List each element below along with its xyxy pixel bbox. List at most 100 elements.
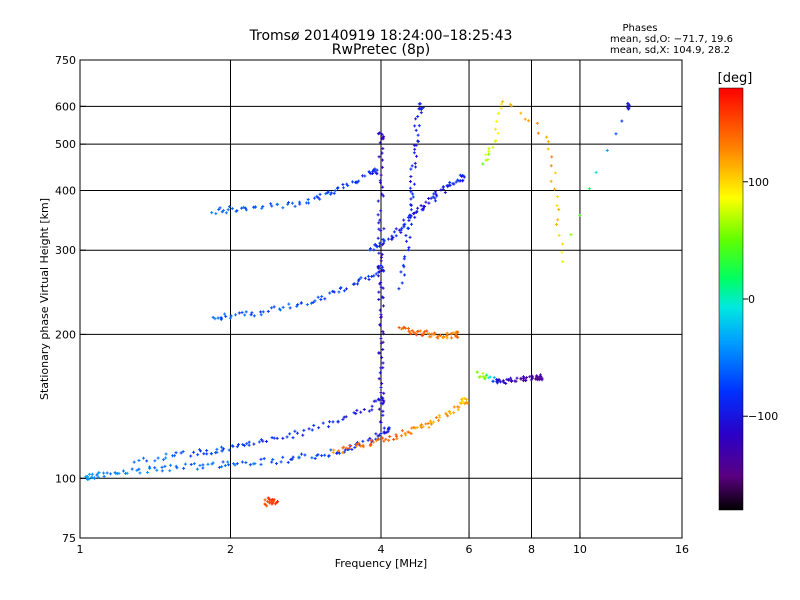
data-point — [531, 376, 535, 380]
data-point — [318, 197, 322, 201]
data-point — [414, 165, 418, 169]
data-point — [379, 313, 383, 317]
data-point — [377, 251, 381, 255]
data-point — [137, 467, 141, 471]
data-point — [509, 379, 513, 383]
y-tick-label: 300 — [55, 244, 76, 257]
data-point — [182, 466, 186, 470]
data-point — [377, 270, 381, 274]
data-point — [374, 399, 378, 403]
data-point — [369, 442, 373, 446]
data-point — [504, 381, 508, 385]
data-point — [414, 210, 418, 214]
data-point — [362, 408, 366, 412]
data-point — [242, 444, 246, 448]
data-point — [95, 473, 99, 477]
data-point — [519, 376, 523, 380]
data-point — [350, 447, 354, 451]
data-point — [381, 147, 385, 151]
data-point — [312, 423, 316, 427]
x-tick-label: 1 — [77, 543, 84, 556]
data-point — [381, 243, 385, 247]
data-point — [341, 446, 345, 450]
data-point — [496, 131, 500, 135]
data-point — [235, 445, 239, 449]
data-point — [491, 379, 495, 383]
data-point — [401, 263, 405, 267]
data-point — [324, 192, 328, 196]
data-point — [384, 437, 388, 441]
data-point — [523, 117, 527, 121]
data-point — [627, 103, 631, 107]
data-point — [526, 119, 530, 123]
y-tick-label: 400 — [55, 184, 76, 197]
data-point — [375, 438, 379, 442]
data-point — [458, 173, 462, 177]
data-point — [227, 205, 231, 209]
data-point — [373, 167, 377, 171]
data-point — [248, 463, 252, 467]
data-point — [359, 276, 363, 280]
data-point — [161, 458, 165, 462]
data-point — [438, 334, 442, 338]
data-point — [192, 462, 196, 466]
data-point — [379, 255, 383, 259]
data-point — [326, 191, 330, 195]
data-point — [377, 377, 381, 381]
data-point — [211, 461, 215, 465]
data-point — [320, 295, 324, 299]
data-point — [345, 182, 349, 186]
data-point — [367, 409, 371, 413]
data-point — [295, 431, 299, 435]
data-point — [117, 471, 121, 475]
data-point — [168, 469, 172, 473]
data-point — [299, 301, 303, 305]
data-point — [540, 378, 544, 382]
data-point — [410, 426, 414, 430]
data-point — [400, 226, 404, 230]
data-point — [382, 227, 386, 231]
data-point — [433, 190, 437, 194]
data-point — [419, 204, 423, 208]
data-point — [560, 250, 564, 254]
data-point — [332, 290, 336, 294]
y-tick-label: 75 — [62, 532, 76, 545]
data-point — [406, 226, 410, 230]
data-point — [380, 132, 384, 136]
data-point — [380, 269, 384, 273]
data-point — [279, 460, 283, 464]
data-point — [371, 172, 375, 176]
data-point — [339, 286, 343, 290]
chart-title: Tromsø 20140919 18:24:00–18:25:43 — [249, 28, 513, 44]
data-point — [237, 311, 241, 315]
data-point — [538, 375, 542, 379]
data-point — [509, 376, 513, 380]
data-point — [247, 443, 251, 447]
data-point — [377, 227, 381, 231]
data-point — [231, 444, 235, 448]
data-point — [183, 462, 187, 466]
phases-x-stats: mean, sd,X: 104.9, 28.2 — [610, 45, 730, 56]
data-point — [181, 450, 185, 454]
data-point — [333, 189, 337, 193]
data-point — [412, 151, 416, 155]
data-point — [220, 449, 224, 453]
data-point — [461, 179, 465, 183]
data-point — [121, 469, 125, 473]
data-point — [382, 332, 386, 336]
data-point — [378, 141, 382, 145]
data-point — [276, 499, 280, 503]
data-point — [383, 431, 387, 435]
data-point — [226, 463, 230, 467]
data-point — [430, 332, 434, 336]
data-point — [379, 229, 383, 233]
data-point — [453, 331, 457, 335]
data-point — [421, 334, 425, 338]
data-point — [376, 265, 380, 269]
data-point — [498, 380, 502, 384]
data-point — [427, 201, 431, 205]
data-point — [265, 504, 269, 508]
x-tick-label: 2 — [227, 543, 234, 556]
data-point — [530, 374, 534, 378]
data-point — [409, 332, 413, 336]
